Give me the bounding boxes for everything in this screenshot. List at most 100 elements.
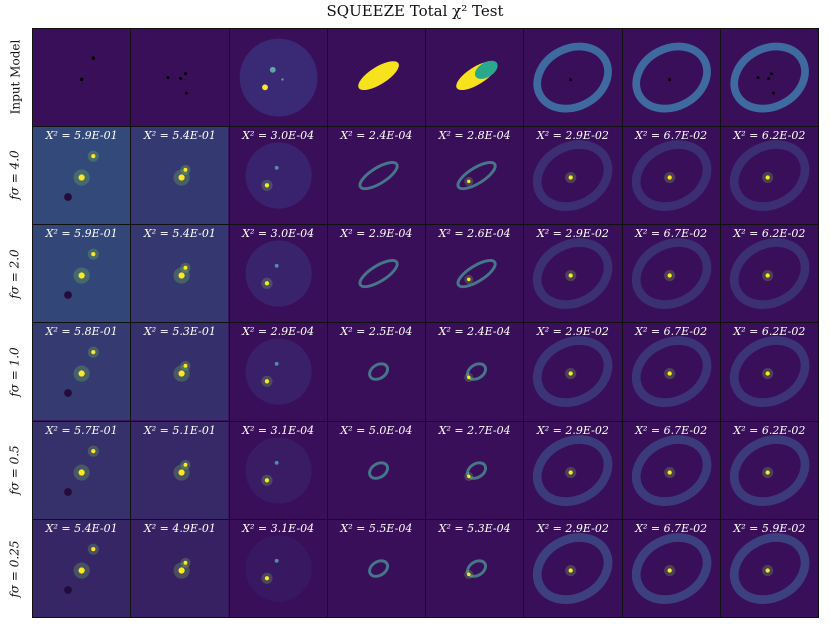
secondary-source <box>91 448 96 453</box>
panel-image <box>631 238 711 310</box>
panel-image <box>33 127 131 225</box>
ring-recon <box>631 140 711 212</box>
row-label-text: fσ = 2.0 <box>8 249 22 299</box>
chi-squared-label: X² = 6.2E-02 <box>733 325 806 339</box>
source <box>264 379 269 384</box>
ring-recon <box>729 434 810 506</box>
row-label: fσ = 2.0 <box>2 225 28 323</box>
source <box>568 371 574 377</box>
panel-image <box>33 225 131 323</box>
source <box>264 575 269 581</box>
point-source <box>766 77 770 81</box>
point-source <box>261 84 268 91</box>
chi-squared-label: X² = 6.7E-02 <box>635 423 708 437</box>
panel-image <box>367 559 389 578</box>
reconstruction-panel: X² = 2.5E-04 <box>327 323 425 421</box>
chi-squared-label: X² = 6.2E-02 <box>733 129 806 143</box>
point-source <box>769 72 773 76</box>
panel-image <box>131 127 229 225</box>
secondary-source <box>91 546 96 552</box>
chi-squared-label: X² = 5.5E-04 <box>340 521 413 535</box>
ring-recon <box>631 336 711 408</box>
ring-recon <box>729 336 810 408</box>
secondary-source <box>183 560 188 565</box>
panel-image <box>33 323 131 421</box>
row-label: fσ = 0.25 <box>2 520 28 618</box>
panel-image <box>131 519 229 617</box>
chi-squared-label: X² = 2.5E-04 <box>340 325 413 339</box>
chi-squared-label: X² = 2.6E-04 <box>438 227 511 241</box>
chi-squared-label: X² = 6.7E-02 <box>635 325 708 339</box>
reconstruction-panel: X² = 2.7E-04 <box>426 421 524 519</box>
panel-image <box>166 72 189 95</box>
source <box>765 371 770 377</box>
artifact <box>64 291 72 300</box>
chi-squared-label: X² = 2.9E-04 <box>340 227 413 241</box>
figure-title: SQUEEZE Total χ² Test <box>326 2 504 20</box>
chi-squared-label: X² = 2.9E-02 <box>536 521 609 535</box>
ellipse-recon <box>456 161 497 191</box>
reconstruction-panel: X² = 6.2E-02 <box>720 323 818 421</box>
row-label: Input Model <box>2 28 28 126</box>
ring-recon <box>631 533 711 604</box>
panel-image <box>729 434 810 506</box>
ring-recon <box>533 140 613 212</box>
point-source <box>79 77 84 82</box>
reconstruction-panel: X² = 3.1E-04 <box>229 519 327 617</box>
point-source <box>269 66 276 73</box>
ellipse-recon <box>367 559 389 578</box>
panel-image <box>456 60 498 91</box>
secondary-source <box>183 462 188 467</box>
source <box>765 273 770 278</box>
ring-model <box>631 42 711 113</box>
panel-image <box>367 461 389 480</box>
reconstruction-panel: X² = 6.7E-02 <box>622 127 720 225</box>
source <box>467 376 471 380</box>
source <box>568 470 574 475</box>
secondary-source <box>274 362 279 367</box>
input-model-panel <box>622 29 720 127</box>
chi-squared-label: X² = 3.0E-04 <box>242 129 315 143</box>
source <box>667 568 672 573</box>
ellipse-model-part <box>474 60 498 79</box>
row-label-text: fσ = 4.0 <box>8 150 22 201</box>
panel-image <box>456 161 497 191</box>
source <box>568 568 574 573</box>
panel-image <box>464 362 488 383</box>
reconstruction-panel: X² = 5.1E-01 <box>131 421 229 519</box>
source <box>568 273 574 278</box>
reconstruction-panel: X² = 2.9E-02 <box>524 225 622 323</box>
chi-squared-label: X² = 5.1E-01 <box>143 423 216 437</box>
row-label: fσ = 0.5 <box>2 421 28 519</box>
panel-image <box>245 535 312 602</box>
reconstruction-panel: X² = 5.4E-01 <box>131 225 229 323</box>
disk-recon <box>245 240 312 307</box>
panel-image <box>239 38 318 117</box>
artifact <box>64 585 72 594</box>
panel-image <box>533 42 613 113</box>
input-model-panel <box>131 29 229 127</box>
input-model-panel <box>327 29 425 127</box>
reconstruction-panel: X² = 2.9E-02 <box>524 421 622 519</box>
artifact <box>64 487 72 496</box>
input-model-panel <box>426 29 524 127</box>
ring-recon <box>631 238 711 310</box>
ring-recon <box>533 434 613 506</box>
chi-squared-label: X² = 5.3E-04 <box>438 521 511 535</box>
source <box>467 474 471 478</box>
reconstruction-panel: X² = 5.0E-04 <box>327 421 425 519</box>
reconstruction-panel: X² = 6.7E-02 <box>622 519 720 617</box>
ellipse-recon <box>367 362 389 382</box>
source <box>568 175 574 180</box>
chi-squared-label: X² = 2.9E-02 <box>536 129 609 143</box>
source <box>178 370 185 378</box>
point-source <box>184 72 188 76</box>
secondary-source <box>183 266 188 271</box>
chi-squared-label: X² = 2.7E-04 <box>438 423 511 437</box>
chi-squared-label: X² = 5.4E-01 <box>143 129 216 143</box>
panel-image <box>33 519 131 617</box>
reconstruction-panel: X² = 2.6E-04 <box>426 225 524 323</box>
secondary-source <box>274 558 279 563</box>
ellipse-recon <box>358 259 399 289</box>
source <box>765 470 770 475</box>
